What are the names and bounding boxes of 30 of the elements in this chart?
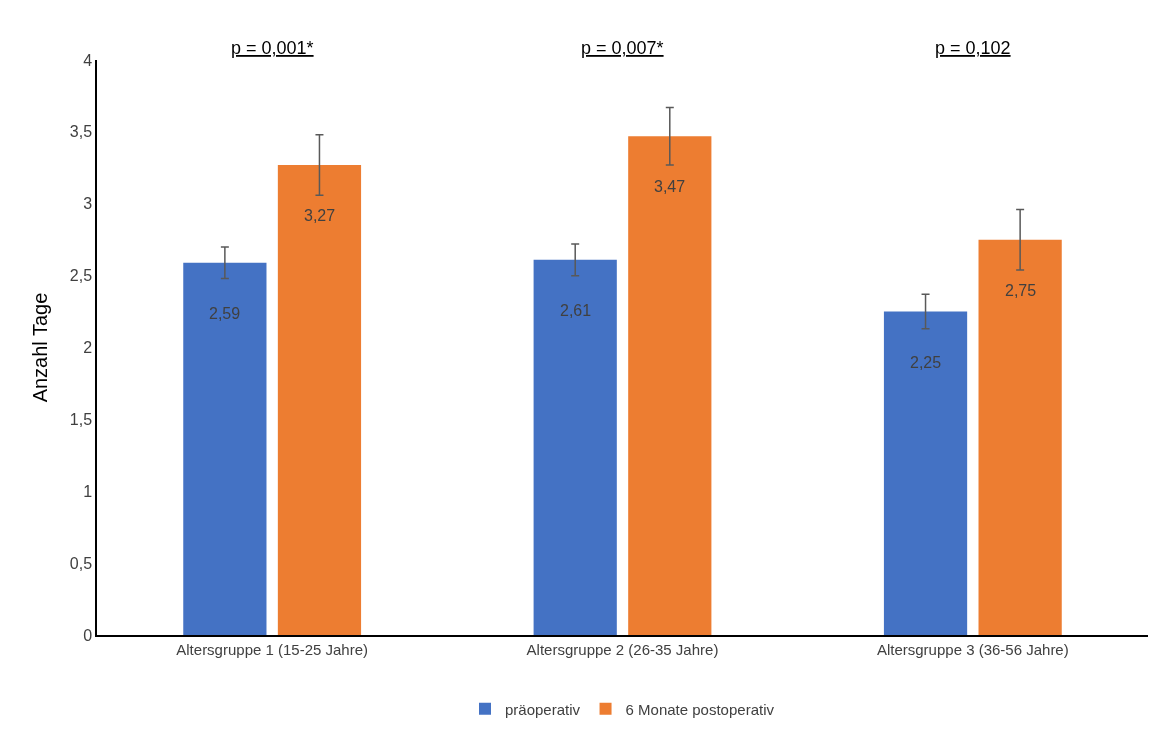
x-tick-label: Altersgruppe 2 (26-35 Jahre) (526, 640, 719, 658)
data-label: 2,75 (1005, 282, 1037, 299)
bar (978, 239, 1062, 635)
text: p = 0,102 (935, 38, 1011, 58)
y-tick-label: 2 (83, 339, 93, 357)
legend-label: präoperativ (505, 700, 581, 718)
x-tick-label: Altersgruppe 3 (36-56 Jahre) (876, 640, 1069, 658)
data-label: 3,47 (654, 178, 686, 195)
y-tick-label: 3,5 (69, 123, 93, 141)
bar (183, 262, 267, 635)
y-axis-title: Anzahl Tage (28, 292, 51, 403)
bar (883, 311, 968, 635)
data-label: 3,27 (304, 207, 336, 224)
data-label: 2,25 (910, 354, 942, 371)
y-tick-label: 0 (83, 626, 93, 644)
y-tick-label: 1,5 (69, 410, 93, 428)
data-label: 2,61 (560, 302, 592, 319)
bar (628, 136, 712, 635)
data-label: 2,59 (209, 305, 241, 322)
text: p = 0,001* (231, 38, 314, 58)
x-tick-label: Altersgruppe 1 (15-25 Jahre) (176, 640, 369, 658)
y-tick-label: 0,5 (69, 554, 93, 572)
bar (533, 259, 617, 635)
y-tick-label: 1 (83, 482, 93, 500)
bar (277, 164, 362, 635)
y-tick-label: 2,5 (69, 267, 93, 285)
y-tick-label: 4 (83, 51, 93, 69)
legend-label: 6 Monate postoperativ (625, 700, 775, 718)
y-tick-label: 3 (83, 195, 93, 213)
text: p = 0,007* (581, 38, 664, 58)
